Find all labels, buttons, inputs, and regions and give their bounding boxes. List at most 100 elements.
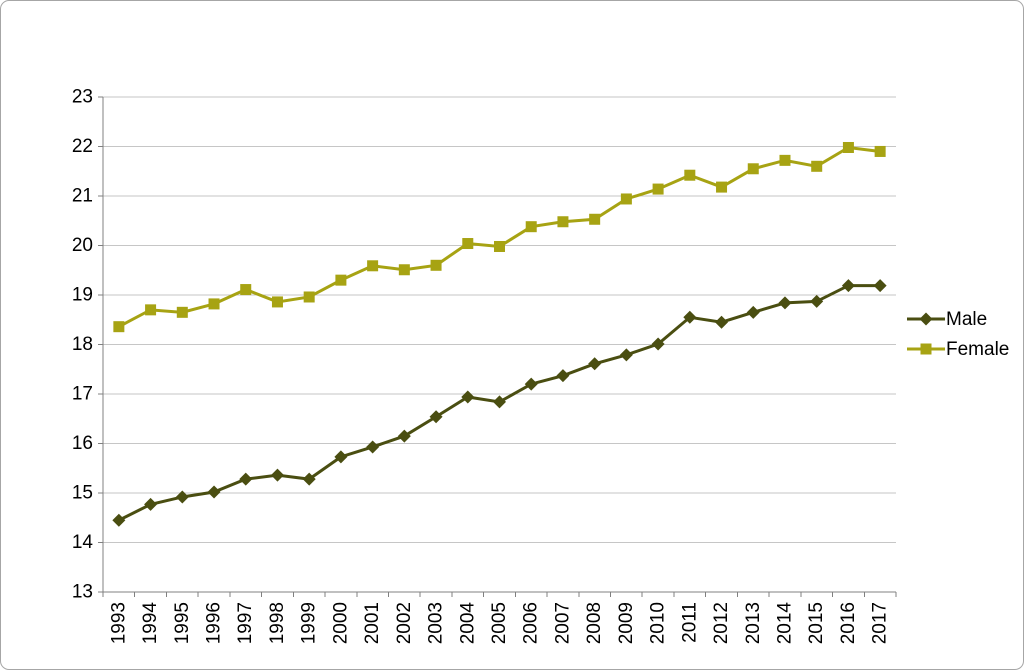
x-tick-label: 2007 bbox=[552, 602, 573, 644]
female-marker bbox=[271, 296, 283, 308]
male-marker bbox=[366, 440, 380, 454]
male-legend-marker-icon bbox=[907, 312, 945, 326]
y-tick-label: 22 bbox=[72, 136, 93, 157]
female-marker bbox=[303, 291, 315, 303]
female-marker bbox=[462, 238, 474, 250]
female-series bbox=[113, 141, 886, 333]
x-tick-label: 2005 bbox=[489, 602, 510, 644]
y-tick-label: 14 bbox=[72, 532, 94, 553]
female-marker bbox=[589, 213, 601, 225]
x-tick-label: 2016 bbox=[838, 602, 859, 644]
x-tick-label: 2011 bbox=[679, 602, 700, 643]
x-tick-label: 2017 bbox=[870, 602, 891, 644]
x-tick-label: 2009 bbox=[616, 602, 637, 644]
female-legend-point bbox=[920, 343, 932, 355]
y-tick-label: 23 bbox=[72, 87, 93, 108]
x-tick-label: 2000 bbox=[330, 602, 351, 644]
legend-item-male: Male bbox=[907, 304, 1009, 334]
x-tick-label: 2002 bbox=[394, 602, 415, 644]
x-tick-label: 2008 bbox=[584, 602, 605, 644]
x-tick-label: 2006 bbox=[521, 602, 542, 644]
x-tick-label: 1998 bbox=[267, 602, 288, 644]
male-legend-point bbox=[919, 312, 933, 326]
female-marker bbox=[525, 221, 537, 233]
female-marker bbox=[494, 240, 505, 252]
x-tick-label: 1994 bbox=[140, 602, 161, 645]
x-tick-label: 2013 bbox=[743, 602, 764, 644]
male-marker bbox=[112, 513, 126, 527]
y-tick-label: 17 bbox=[72, 384, 93, 405]
legend-label-male: Male bbox=[946, 308, 988, 330]
x-tick-label: 2012 bbox=[711, 602, 732, 644]
legend-item-female: Female bbox=[907, 334, 1009, 364]
female-marker bbox=[557, 216, 569, 228]
female-marker bbox=[747, 163, 759, 175]
x-tick-label: 2001 bbox=[362, 602, 383, 644]
female-marker bbox=[113, 321, 125, 333]
y-tick-label: 19 bbox=[72, 285, 93, 306]
male-marker bbox=[651, 337, 665, 351]
x-tick-label: 1993 bbox=[108, 602, 129, 644]
x-tick-label: 1996 bbox=[204, 602, 225, 644]
x-tick-label: 2014 bbox=[774, 602, 795, 645]
male-marker bbox=[715, 315, 729, 329]
female-marker bbox=[176, 306, 188, 318]
female-marker bbox=[208, 298, 220, 310]
male-marker bbox=[841, 279, 855, 293]
male-marker bbox=[588, 357, 602, 371]
female-marker bbox=[811, 160, 823, 172]
male-marker bbox=[524, 377, 538, 391]
legend: Male Female bbox=[907, 304, 1009, 364]
legend-label-female: Female bbox=[946, 338, 1010, 360]
female-marker bbox=[620, 193, 632, 205]
y-tick-label: 15 bbox=[72, 483, 93, 504]
male-marker bbox=[397, 429, 411, 443]
x-tick-label: 1999 bbox=[299, 602, 320, 644]
female-marker bbox=[716, 181, 728, 193]
female-marker bbox=[652, 183, 664, 195]
y-tick-label: 20 bbox=[72, 235, 93, 256]
male-marker bbox=[144, 497, 158, 511]
male-marker bbox=[334, 450, 348, 464]
x-tick-label: 2004 bbox=[457, 602, 478, 645]
female-marker bbox=[874, 145, 886, 157]
male-series bbox=[112, 279, 887, 527]
x-tick-label: 1997 bbox=[235, 602, 256, 644]
male-marker bbox=[302, 472, 316, 486]
male-marker bbox=[493, 395, 506, 409]
female-legend-marker-icon bbox=[907, 343, 945, 355]
male-marker bbox=[270, 468, 284, 482]
male-marker bbox=[619, 348, 633, 362]
male-marker bbox=[683, 310, 697, 324]
male-marker bbox=[778, 296, 792, 310]
female-marker bbox=[430, 259, 442, 271]
male-marker bbox=[810, 294, 824, 308]
female-marker bbox=[398, 264, 410, 276]
male-marker bbox=[556, 369, 570, 383]
female-marker bbox=[842, 141, 854, 153]
male-marker bbox=[873, 279, 887, 293]
x-tick-label: 2010 bbox=[648, 602, 669, 644]
female-marker bbox=[240, 284, 252, 296]
male-marker bbox=[746, 305, 760, 319]
x-tick-label: 2015 bbox=[806, 602, 827, 644]
female-marker bbox=[779, 154, 791, 166]
male-marker bbox=[175, 490, 189, 504]
male-marker bbox=[239, 472, 253, 486]
male-marker bbox=[461, 390, 475, 404]
y-tick-label: 13 bbox=[72, 582, 93, 603]
y-tick-label: 18 bbox=[72, 334, 93, 355]
male-marker bbox=[207, 485, 221, 499]
female-marker bbox=[684, 169, 696, 181]
female-marker bbox=[145, 304, 157, 316]
y-tick-label: 21 bbox=[72, 186, 93, 207]
y-tick-label: 16 bbox=[72, 433, 93, 454]
female-series-line bbox=[118, 145, 881, 329]
male-marker bbox=[429, 410, 443, 424]
female-marker bbox=[367, 260, 379, 272]
x-tick-label: 2003 bbox=[426, 602, 447, 644]
x-tick-label: 1995 bbox=[172, 602, 193, 644]
female-marker bbox=[335, 274, 347, 286]
